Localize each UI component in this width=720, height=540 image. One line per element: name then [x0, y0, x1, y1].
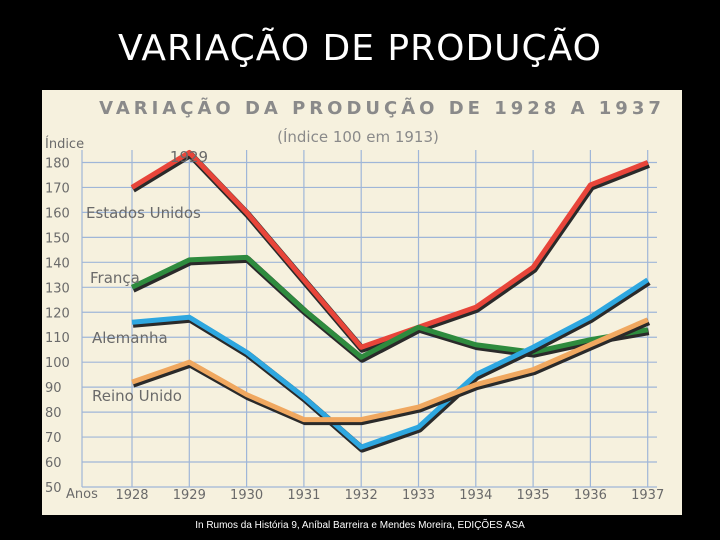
y-tick-label: 120	[45, 306, 70, 321]
chart-figure: VARIAÇÃO DA PRODUÇÃO DE 1928 A 1937 (Índ…	[42, 90, 682, 515]
y-tick-label: 60	[45, 456, 62, 471]
x-axis-label: Anos	[66, 487, 98, 502]
x-tick-label: 1931	[287, 488, 320, 503]
y-tick-label: 90	[45, 381, 62, 396]
series-label: Alemanha	[92, 329, 168, 347]
x-tick-label: 1929	[173, 488, 206, 503]
series-label: Estados Unidos	[86, 204, 201, 222]
slide-title: VARIAÇÃO DE PRODUÇÃO	[118, 28, 602, 69]
y-tick-label: 180	[45, 156, 70, 171]
series-line-shadow	[131, 150, 650, 353]
production-line-chart: VARIAÇÃO DA PRODUÇÃO DE 1928 A 1937 (Índ…	[45, 96, 665, 503]
y-tick-label: 50	[45, 481, 62, 496]
y-tick-label: 110	[45, 331, 70, 346]
source-caption: In Rumos da História 9, Aníbal Barreira …	[195, 520, 525, 531]
x-tick-label: 1935	[517, 488, 550, 503]
x-tick-label: 1934	[459, 488, 492, 503]
y-tick-label: 70	[45, 431, 62, 446]
series-line	[130, 254, 649, 360]
y-tick-label: 130	[45, 281, 70, 296]
x-tick-label: 1937	[631, 488, 664, 503]
y-tick-label: 170	[45, 181, 70, 196]
y-axis-ticks: 50 60 70 80 90 100 110 120 130 140 150 160 170 180	[45, 156, 70, 496]
series-label: Reino Unido	[92, 387, 182, 405]
series-label: França	[90, 269, 140, 287]
chart-title: VARIAÇÃO DA PRODUÇÃO DE 1928 A 1937	[99, 96, 665, 119]
y-tick-label: 80	[45, 406, 62, 421]
y-axis-label: Índice	[45, 136, 84, 152]
series-lines	[130, 149, 651, 453]
y-tick-label: 160	[45, 206, 70, 221]
chart-annotation-1929: 1929	[170, 148, 208, 166]
series-line	[130, 149, 649, 350]
series-labels: Estados Unidos França Alemanha Reino Unido	[86, 204, 201, 405]
y-tick-label: 100	[45, 356, 70, 371]
series-line	[131, 277, 650, 450]
chart-grid	[81, 150, 657, 488]
series-line-shadow	[132, 278, 651, 453]
x-axis-ticks: 1928 1929 1930 1931 1932 1933 1934 1935 1936 1937	[115, 488, 664, 503]
x-tick-label: 1936	[574, 488, 607, 503]
y-tick-label: 150	[45, 231, 70, 246]
x-tick-label: 1930	[230, 488, 263, 503]
series-line	[131, 317, 649, 423]
x-tick-label: 1928	[115, 488, 148, 503]
x-tick-label: 1933	[402, 488, 435, 503]
chart-subtitle: (Índice 100 em 1913)	[277, 127, 439, 146]
x-tick-label: 1932	[345, 488, 378, 503]
y-tick-label: 140	[45, 256, 70, 271]
